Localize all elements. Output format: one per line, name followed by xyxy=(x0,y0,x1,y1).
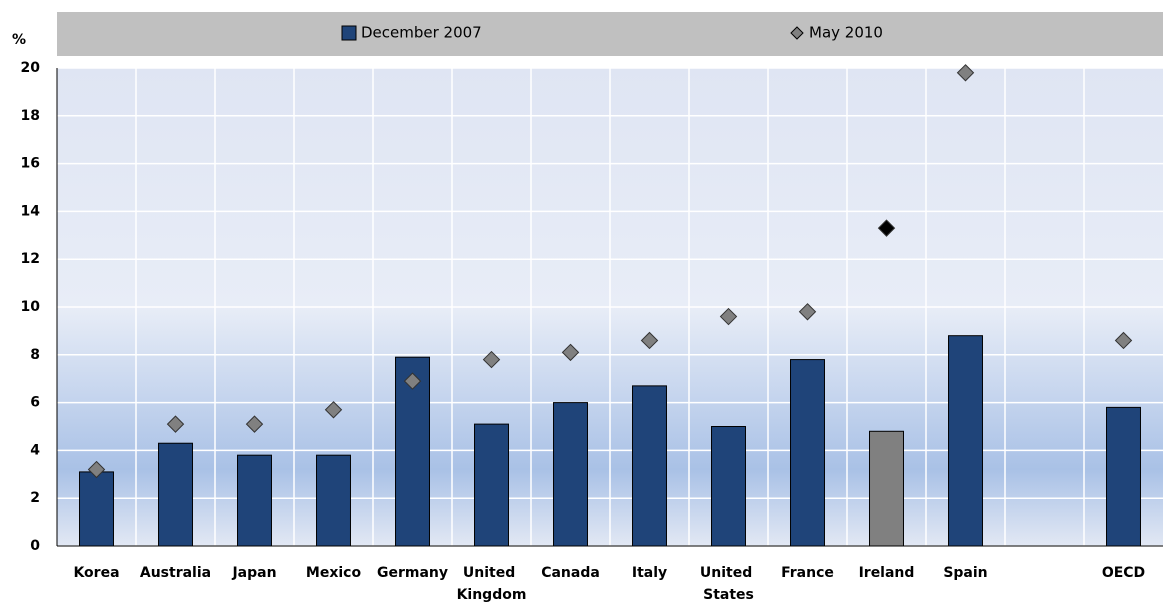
bar xyxy=(553,402,588,547)
x-tick-label: Germany xyxy=(377,565,448,581)
y-tick-label: 4 xyxy=(30,442,40,458)
marker xyxy=(640,331,659,350)
y-tick-label: 2 xyxy=(30,490,40,506)
y-tick-label: 8 xyxy=(30,347,40,363)
legend-label: December 2007 xyxy=(361,24,482,42)
x-tick-label: Italy xyxy=(632,565,667,581)
y-tick-label: 18 xyxy=(21,108,40,124)
y-tick-label: 12 xyxy=(21,251,40,267)
x-tick-label: OECD xyxy=(1102,565,1145,581)
marker xyxy=(798,303,817,321)
x-tick-label: Ireland xyxy=(859,565,915,581)
x-tick-label: United Kingdom xyxy=(457,565,527,603)
bar xyxy=(316,454,351,547)
x-tick-label: Spain xyxy=(943,565,987,581)
legend-swatch xyxy=(341,25,357,41)
marker xyxy=(245,415,264,433)
x-tick-label: Mexico xyxy=(306,565,362,581)
marker xyxy=(87,460,106,479)
x-tick-label: Japan xyxy=(231,565,276,581)
bar xyxy=(948,335,983,547)
bar xyxy=(474,423,509,547)
bar xyxy=(711,426,746,547)
legend-label: May 2010 xyxy=(809,24,883,42)
y-axis-label: % xyxy=(12,32,26,48)
marker xyxy=(719,307,738,326)
y-tick-label: 16 xyxy=(21,156,40,172)
y-tick-label: 0 xyxy=(30,538,40,554)
marker xyxy=(403,372,422,390)
y-tick-label: 14 xyxy=(21,203,41,219)
marker xyxy=(1114,331,1133,350)
bar xyxy=(869,430,904,547)
bar xyxy=(790,359,825,547)
legend-swatch xyxy=(790,26,804,40)
x-tick-label: France xyxy=(781,565,834,581)
marker xyxy=(877,219,896,237)
y-tick-label: 10 xyxy=(21,299,41,315)
marker xyxy=(561,343,580,362)
marker xyxy=(166,415,185,433)
bar xyxy=(632,385,667,547)
marker xyxy=(482,350,501,369)
marker xyxy=(324,401,343,419)
x-tick-label: Canada xyxy=(541,565,600,581)
bar xyxy=(79,471,114,547)
x-tick-label: Australia xyxy=(140,565,211,581)
bar xyxy=(158,442,193,547)
legend-band xyxy=(57,12,1163,56)
marker xyxy=(956,64,975,82)
bar xyxy=(237,454,272,547)
y-tick-label: 20 xyxy=(21,60,41,76)
x-tick-label: Korea xyxy=(73,565,119,581)
x-tick-label: United States xyxy=(700,565,757,603)
bar xyxy=(1106,406,1141,547)
y-tick-label: 6 xyxy=(30,395,40,411)
